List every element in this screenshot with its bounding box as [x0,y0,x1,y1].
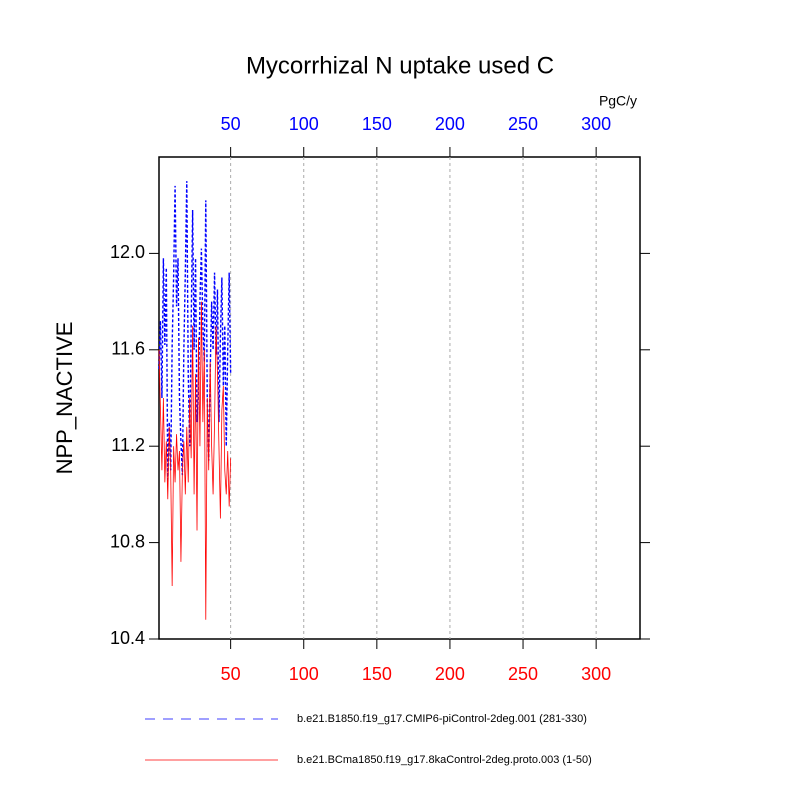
legend-label: b.e21.BCma1850.f19_g17.8kaControl-2deg.p… [297,754,592,766]
y-tick-label: 10.8 [110,531,145,551]
x-tick-label-top: 100 [289,114,319,134]
y-tick-label: 12.0 [110,242,145,262]
x-tick-label-top: 150 [362,114,392,134]
legend-label: b.e21.B1850.f19_g17.CMIP6-piControl-2deg… [297,713,587,725]
y-tick-label: 11.2 [111,435,145,455]
x-tick-label-top: 200 [435,114,465,134]
x-tick-label-top: 250 [508,114,538,134]
y-tick-label: 10.4 [110,628,145,648]
x-tick-label-top: 50 [221,114,241,134]
y-tick-label: 11.6 [111,339,145,359]
x-tick-label-bottom: 300 [581,664,611,684]
y-axis-label: NPP_NACTIVE [52,322,77,475]
chart-title: Mycorrhizal N uptake used C [246,52,554,79]
units-label: PgC/y [599,93,637,109]
x-tick-label-bottom: 50 [221,664,241,684]
x-tick-label-bottom: 200 [435,664,465,684]
x-tick-label-bottom: 250 [508,664,538,684]
x-tick-label-bottom: 100 [289,664,319,684]
series-line [158,181,232,483]
x-tick-label-bottom: 150 [362,664,392,684]
plot-frame [158,156,641,640]
series-line [158,301,232,620]
x-tick-label-top: 300 [581,114,611,134]
